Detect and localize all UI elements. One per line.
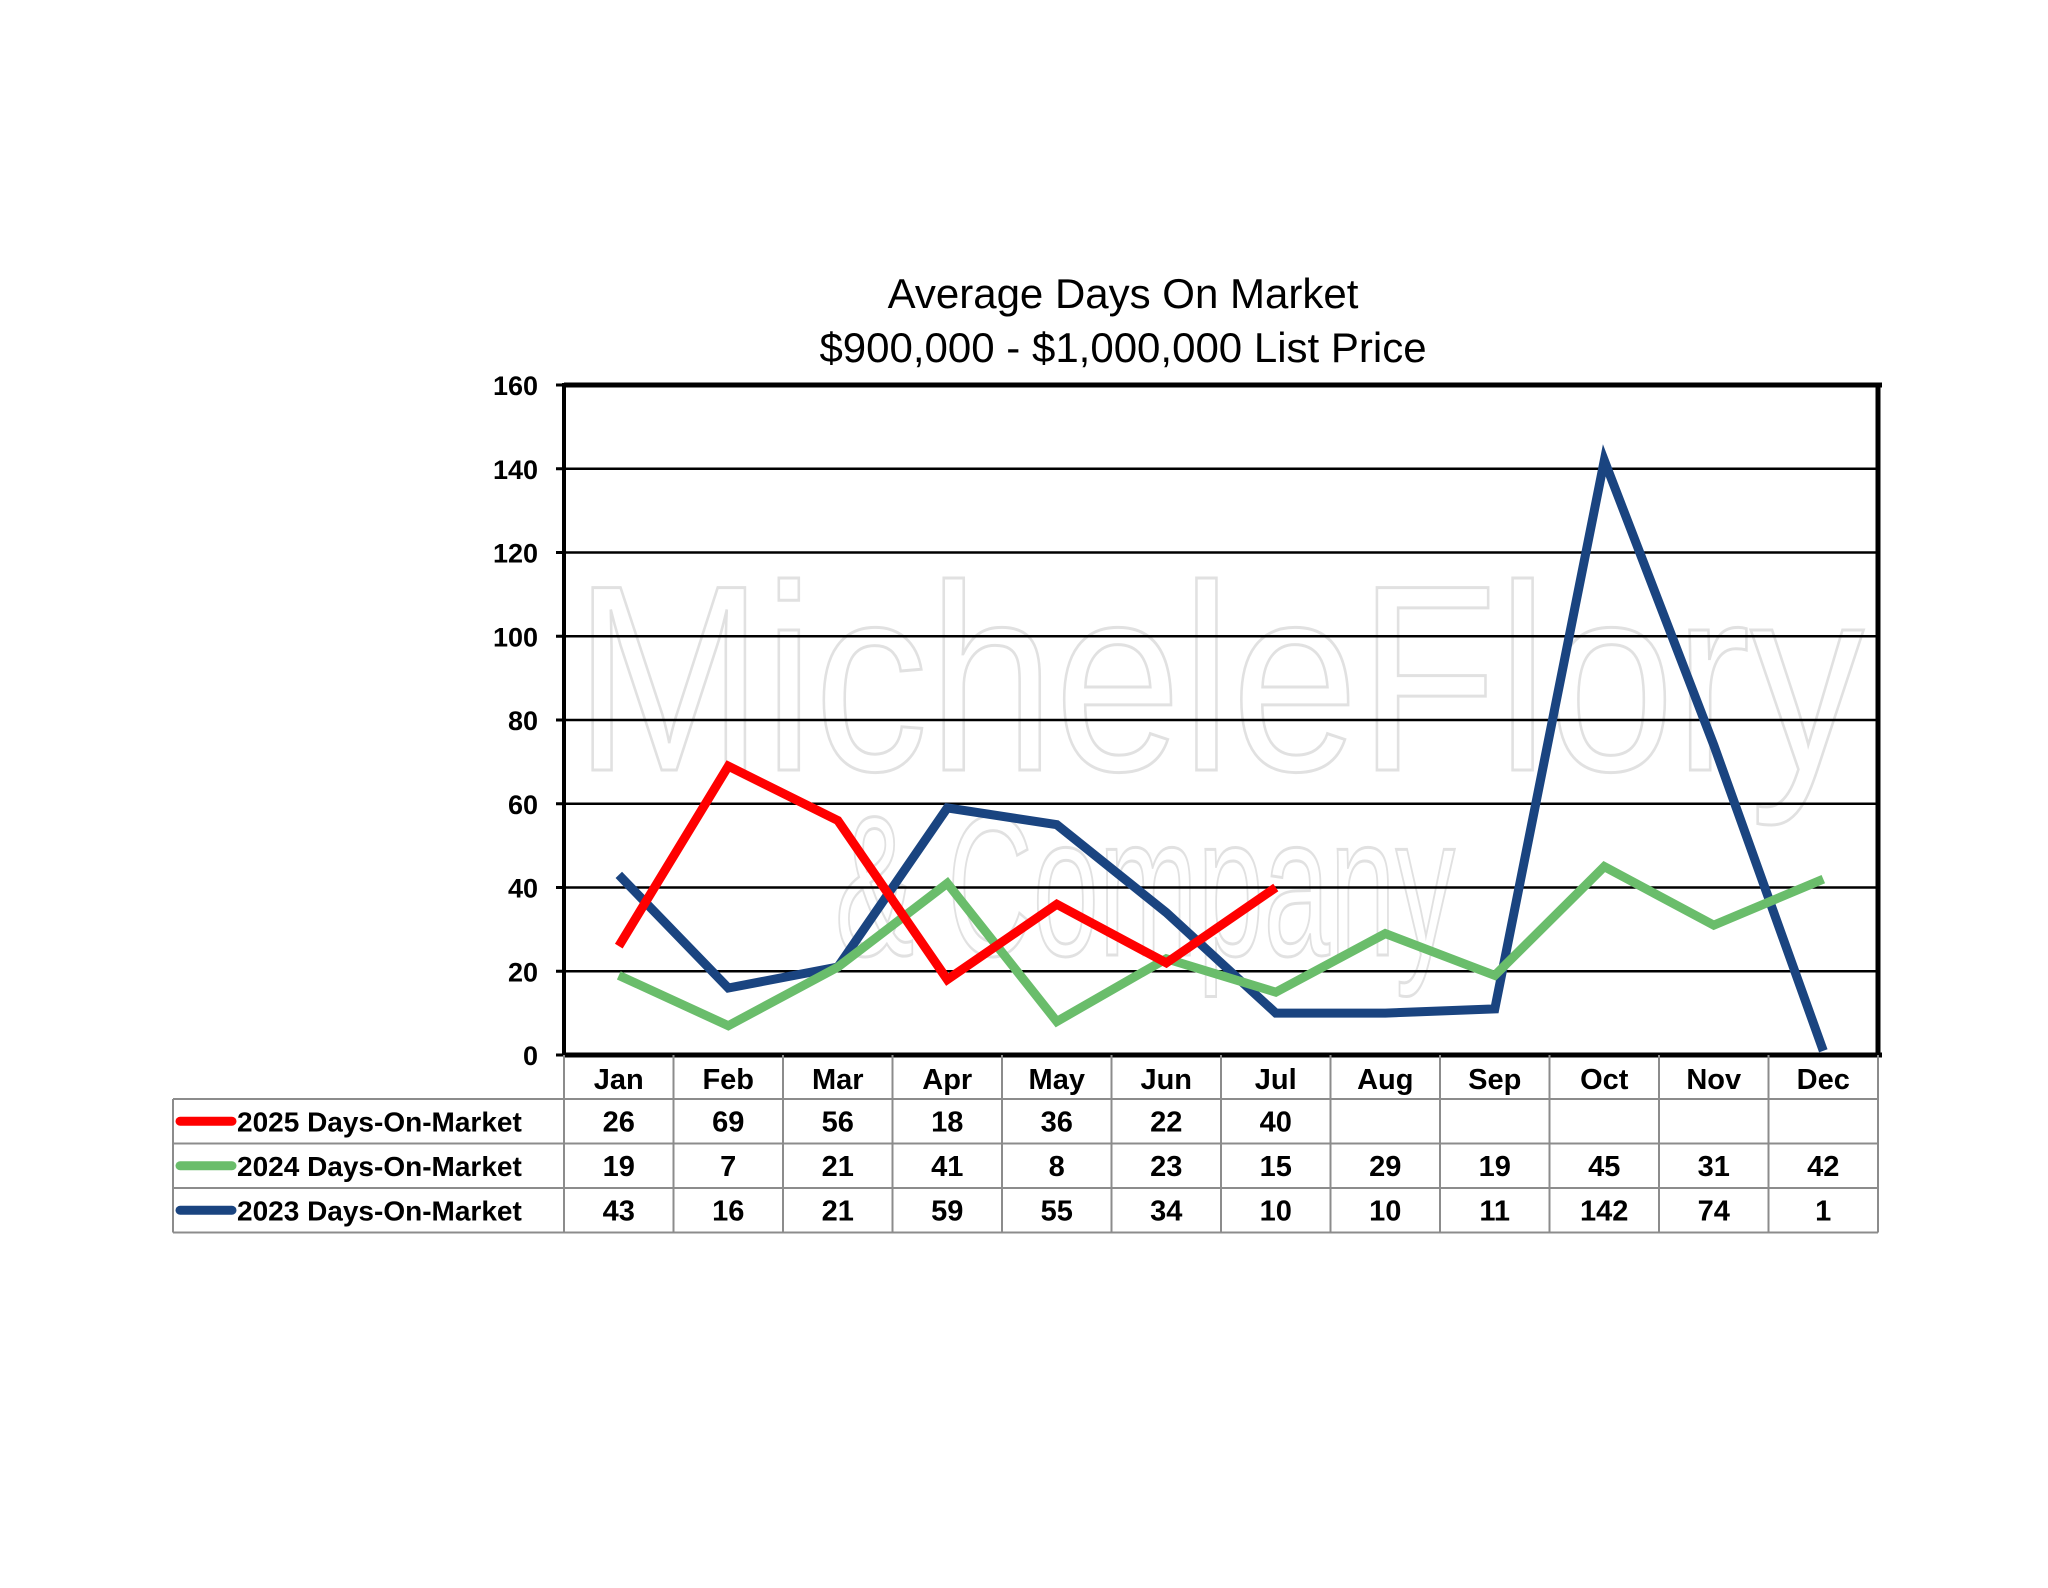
data-table: Jan Feb Mar Apr May Jun Jul Aug Sep Oct Nov Dec 2025… [173,1055,1878,1233]
data-label-2025-Jan: 26 [603,1106,635,1138]
data-label-2024-Apr: 41 [931,1151,963,1183]
data-label-2023-Jan: 43 [603,1195,635,1227]
chart-title: Average Days On Market [888,270,1359,317]
data-label-2025-Apr: 18 [931,1106,963,1138]
legend-label-2024: 2024 Days-On-Market [237,1151,522,1182]
data-label-2023-Aug: 10 [1369,1195,1401,1227]
data-label-2025-Jun: 22 [1150,1106,1182,1138]
y-tick-label-160: 160 [493,371,538,401]
y-tick-label-40: 40 [508,874,538,904]
data-label-2025-Jul: 40 [1260,1106,1292,1138]
data-label-2024-Jan: 19 [603,1151,635,1183]
y-tick-label-60: 60 [508,790,538,820]
month-label-Sep: Sep [1468,1064,1521,1096]
month-label-Mar: Mar [812,1064,864,1096]
month-label-Apr: Apr [922,1064,972,1096]
data-label-2024-Jun: 23 [1150,1151,1182,1183]
data-label-2025-Mar: 56 [822,1106,854,1138]
data-label-2023-Mar: 21 [822,1195,854,1227]
y-tick-label-100: 100 [493,622,538,652]
month-label-Jan: Jan [594,1064,644,1096]
y-tick-label-120: 120 [493,539,538,569]
month-label-May: May [1029,1064,1085,1096]
data-label-2025-May: 36 [1041,1106,1073,1138]
month-label-Jul: Jul [1255,1064,1297,1096]
month-label-Aug: Aug [1357,1064,1413,1096]
chart-title-block: Average Days On Market $900,000 - $1,000… [819,270,1426,371]
y-tick-label-20: 20 [508,957,538,987]
data-label-2023-Feb: 16 [712,1195,744,1227]
month-label-Nov: Nov [1686,1064,1741,1096]
data-label-2024-Sep: 19 [1479,1151,1511,1183]
y-tick-label-0: 0 [523,1041,538,1071]
month-label-Jun: Jun [1140,1064,1192,1096]
data-label-2024-May: 8 [1049,1151,1065,1183]
legend-label-2023: 2023 Days-On-Market [237,1195,522,1226]
data-label-2023-Jun: 34 [1150,1195,1182,1227]
month-label-Dec: Dec [1797,1064,1850,1096]
data-label-2024-Jul: 15 [1260,1151,1292,1183]
data-label-2024-Dec: 42 [1807,1151,1839,1183]
data-label-2024-Mar: 21 [822,1151,854,1183]
y-axis: 0 20 40 60 80 100 120 140 160 [493,371,564,1071]
data-label-2023-Dec: 1 [1815,1195,1831,1227]
data-label-2024-Nov: 31 [1698,1151,1730,1183]
month-label-Feb: Feb [702,1064,754,1096]
data-label-2023-Nov: 74 [1698,1195,1730,1227]
data-label-2023-Oct: 142 [1580,1195,1628,1227]
month-label-Oct: Oct [1580,1064,1629,1096]
data-label-2024-Feb: 7 [720,1151,736,1183]
data-label-2023-Sep: 11 [1479,1195,1510,1227]
chart-subtitle: $900,000 - $1,000,000 List Price [819,324,1426,371]
data-label-2023-May: 55 [1041,1195,1073,1227]
data-label-2024-Oct: 45 [1588,1151,1620,1183]
data-label-2023-Jul: 10 [1260,1195,1292,1227]
data-label-2025-Feb: 69 [712,1106,744,1138]
y-tick-label-80: 80 [508,706,538,736]
data-label-2023-Apr: 59 [931,1195,963,1227]
legend-label-2025: 2025 Days-On-Market [237,1106,522,1137]
y-tick-label-140: 140 [493,455,538,485]
data-label-2024-Aug: 29 [1369,1151,1401,1183]
